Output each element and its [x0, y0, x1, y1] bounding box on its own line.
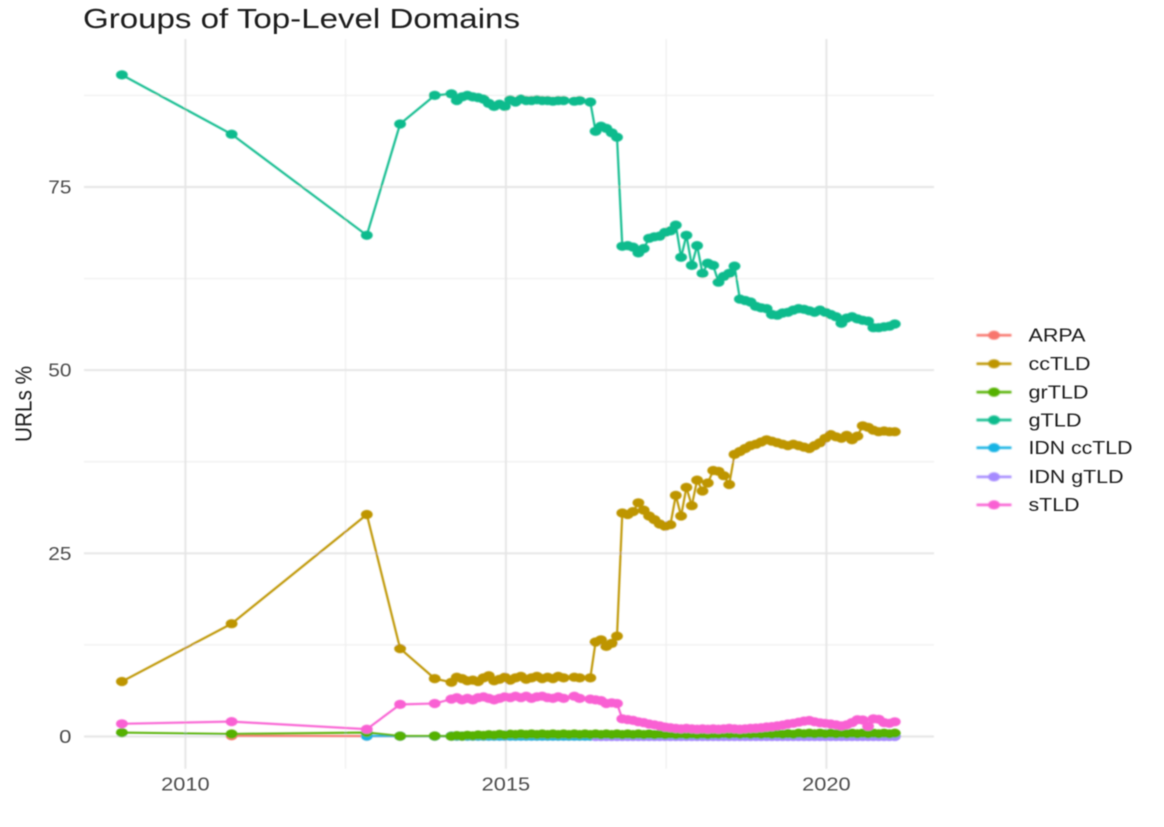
svg-text:2015: 2015 [482, 775, 531, 795]
svg-text:2010: 2010 [161, 775, 210, 795]
svg-text:Groups of Top-Level Domains: Groups of Top-Level Domains [83, 3, 520, 34]
svg-text:ccTLD: ccTLD [1029, 354, 1091, 374]
svg-text:gTLD: gTLD [1029, 410, 1082, 430]
svg-text:URLs %: URLs % [11, 366, 37, 442]
svg-text:75: 75 [48, 177, 71, 197]
svg-text:0: 0 [59, 727, 71, 747]
svg-text:25: 25 [48, 544, 71, 564]
svg-text:IDN gTLD: IDN gTLD [1029, 467, 1124, 487]
svg-text:2020: 2020 [802, 775, 851, 795]
svg-text:IDN ccTLD: IDN ccTLD [1029, 438, 1133, 458]
svg-text:50: 50 [48, 361, 71, 381]
svg-text:grTLD: grTLD [1029, 382, 1089, 402]
svg-text:sTLD: sTLD [1029, 495, 1080, 515]
svg-text:ARPA: ARPA [1029, 326, 1086, 346]
